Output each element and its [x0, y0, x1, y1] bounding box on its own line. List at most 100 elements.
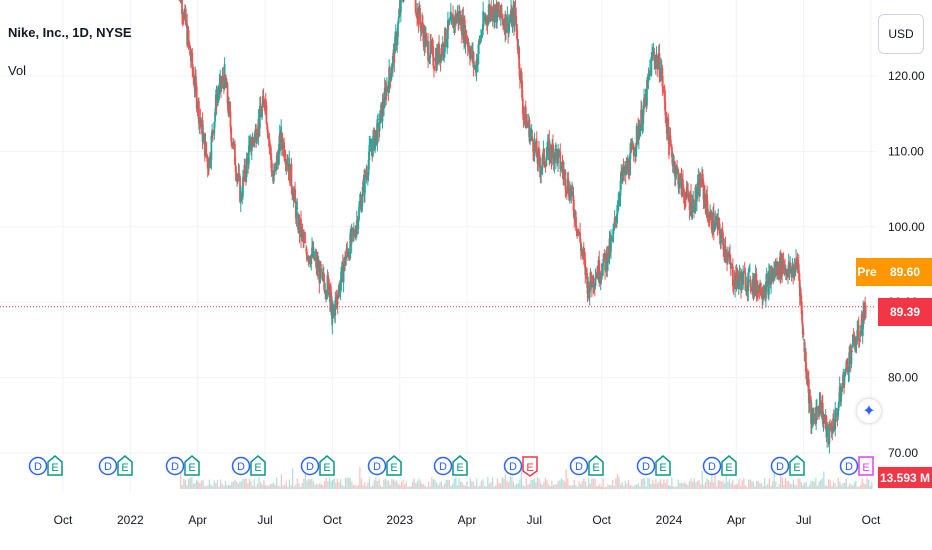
candle-body	[500, 5, 503, 17]
dividend-marker[interactable]: D	[98, 456, 118, 476]
volume-bar	[324, 481, 326, 489]
volume-bar	[848, 483, 851, 489]
volume-bar	[610, 485, 612, 489]
volume-bar	[594, 478, 596, 489]
volume-bar	[261, 484, 263, 489]
candle-body	[840, 389, 843, 403]
volume-bar	[784, 477, 787, 489]
volume-bar	[484, 485, 486, 489]
candle-body	[795, 258, 797, 269]
candle-body	[396, 37, 399, 46]
volume-bar	[626, 483, 628, 489]
volume-bar	[388, 480, 390, 489]
candle-body	[444, 28, 447, 46]
earnings-marker[interactable]: E	[386, 455, 402, 476]
volume-indicator-label[interactable]: Vol	[8, 63, 27, 78]
candle-body	[217, 95, 219, 97]
dividend-marker[interactable]: D	[569, 456, 589, 476]
svg-text:D: D	[575, 461, 583, 473]
candle-body	[653, 52, 656, 61]
dividend-marker[interactable]: D	[636, 456, 656, 476]
x-tick-label: 2024	[656, 513, 683, 527]
candle-body	[262, 96, 265, 100]
candle-body	[670, 144, 673, 147]
earnings-marker[interactable]: E	[588, 455, 604, 476]
candle-body	[749, 279, 752, 287]
earnings-marker[interactable]: E	[655, 455, 671, 476]
volume-bar	[412, 481, 414, 489]
dividend-marker[interactable]: D	[231, 456, 251, 476]
candle-body	[487, 14, 490, 25]
earnings-marker[interactable]: E	[184, 455, 200, 476]
candle-body	[239, 191, 242, 202]
candle-body	[782, 260, 785, 270]
symbol-legend-title[interactable]: Nike, Inc., 1D, NYSE	[8, 25, 132, 40]
dividend-marker[interactable]: D	[702, 456, 722, 476]
candle-body	[451, 14, 454, 16]
volume-bar	[396, 480, 398, 489]
sparkle-icon[interactable]: ✦	[857, 399, 881, 423]
volume-bar	[821, 478, 823, 489]
volume-bar	[839, 481, 841, 489]
earnings-marker[interactable]: E	[47, 455, 63, 476]
candle-body	[530, 131, 532, 133]
earnings-marker[interactable]: E	[858, 456, 874, 476]
currency-button[interactable]: USD	[878, 14, 924, 54]
candle-body	[864, 305, 867, 318]
volume-bar	[535, 482, 537, 489]
earnings-marker[interactable]: E	[789, 455, 805, 476]
candle-body	[450, 14, 453, 24]
dividend-marker[interactable]: D	[433, 456, 453, 476]
candle-body	[595, 277, 598, 279]
volume-bar	[712, 482, 715, 489]
candle-body	[229, 111, 232, 128]
earnings-marker[interactable]: E	[721, 455, 737, 476]
candle-body	[469, 51, 472, 59]
y-tick-label: 80.00	[888, 371, 918, 385]
volume-bar	[597, 485, 599, 489]
dividend-marker[interactable]: D	[28, 456, 48, 476]
candle-body	[253, 133, 256, 142]
volume-bar	[181, 484, 183, 489]
candle-body	[730, 265, 733, 269]
dividend-marker[interactable]: D	[165, 456, 185, 476]
candle-body	[856, 330, 859, 342]
earnings-marker[interactable]: E	[117, 455, 133, 476]
candle-body	[465, 30, 468, 41]
candle-body	[181, 0, 183, 15]
volume-bar	[575, 484, 577, 489]
volume-bar	[272, 482, 275, 489]
volume-bar	[264, 485, 267, 489]
volume-bar	[522, 485, 524, 489]
dividend-marker[interactable]: D	[839, 456, 859, 476]
candle-body	[231, 141, 233, 144]
candle-body	[386, 86, 388, 92]
dividend-marker[interactable]: D	[367, 456, 387, 476]
candle-body	[575, 226, 578, 229]
candle-body	[706, 194, 709, 209]
earnings-marker[interactable]: E	[522, 456, 538, 477]
candle-body	[588, 289, 591, 298]
candle-body	[642, 108, 645, 124]
candle-body	[501, 16, 504, 19]
volume-bar	[772, 481, 774, 489]
earnings-marker[interactable]: E	[319, 455, 335, 476]
volume-bar	[741, 480, 743, 489]
earnings-marker[interactable]: E	[250, 455, 266, 476]
svg-text:D: D	[373, 461, 381, 473]
volume-bar	[727, 481, 729, 489]
volume-bar	[540, 482, 542, 489]
candle-body	[505, 28, 508, 33]
candle-body	[196, 108, 199, 110]
earnings-marker[interactable]: E	[452, 455, 468, 476]
dividend-marker[interactable]: D	[770, 456, 790, 476]
candle-body	[323, 282, 326, 293]
dividend-marker[interactable]: D	[503, 456, 523, 476]
volume-bar	[520, 468, 523, 489]
candle-body	[853, 334, 856, 344]
volume-bar	[618, 477, 620, 489]
dividend-marker[interactable]: D	[300, 456, 320, 476]
volume-bar	[274, 484, 276, 489]
volume-bar	[620, 484, 622, 489]
